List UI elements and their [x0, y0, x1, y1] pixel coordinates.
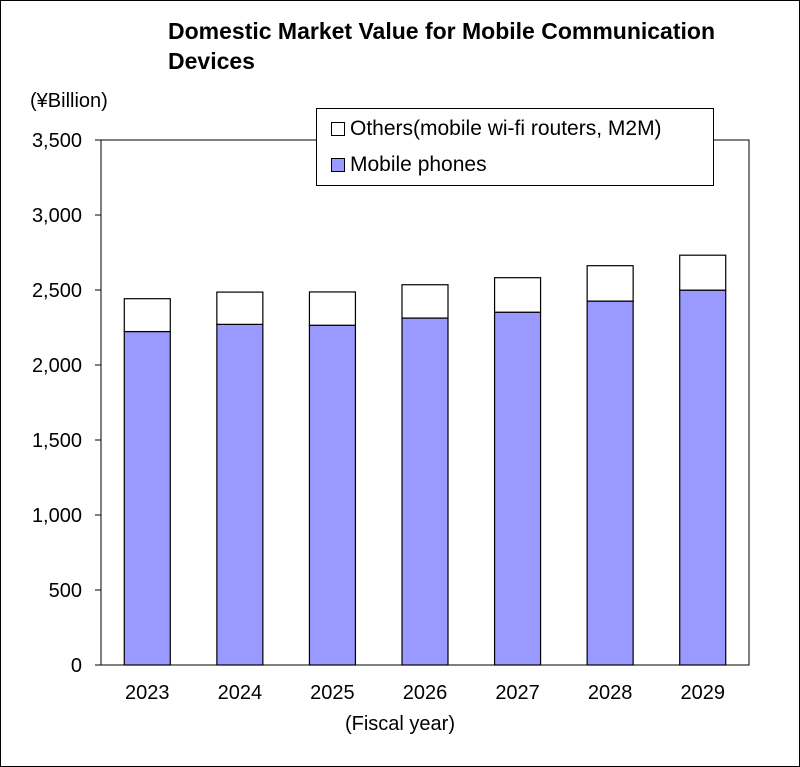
- x-tick-label: 2024: [218, 682, 263, 704]
- x-axis-label: (Fiscal year): [344, 713, 455, 735]
- legend-label-others: Others(mobile wi-fi routers, M2M): [350, 117, 662, 140]
- bar-others-2024: [216, 291, 264, 325]
- y-tick-label: 1,000: [32, 505, 82, 527]
- bar-mobile-phones-2028: [586, 300, 634, 666]
- legend-swatch-mobile-phones: [331, 158, 345, 172]
- legend-swatch-others: [331, 122, 345, 136]
- y-tick-label: 3,500: [32, 130, 82, 152]
- y-tick-label: 0: [71, 655, 82, 677]
- bar-others-2025: [308, 291, 357, 326]
- legend-item-mobile-phones: Mobile phones: [331, 152, 487, 178]
- x-tick-label: 2023: [125, 682, 170, 704]
- bar-mobile-phones-2029: [679, 289, 727, 666]
- bars-group: [123, 254, 727, 666]
- legend-item-others: Others(mobile wi-fi routers, M2M): [331, 116, 662, 142]
- chart-title: Domestic Market Value for Mobile Communi…: [168, 18, 715, 74]
- x-tick-label: 2028: [588, 682, 633, 704]
- bar-mobile-phones-2027: [493, 311, 542, 666]
- bar-others-2028: [586, 265, 634, 302]
- x-axis: 2023 2024 2025 2026 2027 2028 2029: [125, 682, 725, 704]
- bar-mobile-phones-2023: [123, 330, 171, 666]
- x-tick-label: 2025: [310, 682, 355, 704]
- x-tick-label: 2029: [680, 682, 725, 704]
- bar-others-2029: [679, 254, 727, 291]
- bar-mobile-phones-2025: [308, 324, 357, 666]
- y-tick-label: 3,000: [32, 205, 82, 227]
- bar-others-2027: [493, 277, 542, 313]
- y-tick-label: 2,000: [32, 355, 82, 377]
- legend-label-mobile-phones: Mobile phones: [350, 153, 487, 176]
- y-tick-label: 1,500: [32, 430, 82, 452]
- y-axis: 0 500 1,000 1,500 2,000 2,500 3,000 3,500: [32, 130, 101, 677]
- y-tick-label: 500: [49, 580, 82, 602]
- bar-mobile-phones-2026: [401, 317, 449, 666]
- legend: Others(mobile wi-fi routers, M2M) Mobile…: [316, 108, 714, 186]
- y-axis-unit-label: (¥Billion): [30, 90, 108, 112]
- y-tick-label: 2,500: [32, 280, 82, 302]
- bar-others-2026: [401, 284, 449, 319]
- bar-mobile-phones-2024: [216, 323, 264, 666]
- x-tick-label: 2027: [495, 682, 540, 704]
- bar-others-2023: [123, 298, 171, 333]
- x-tick-label: 2026: [403, 682, 448, 704]
